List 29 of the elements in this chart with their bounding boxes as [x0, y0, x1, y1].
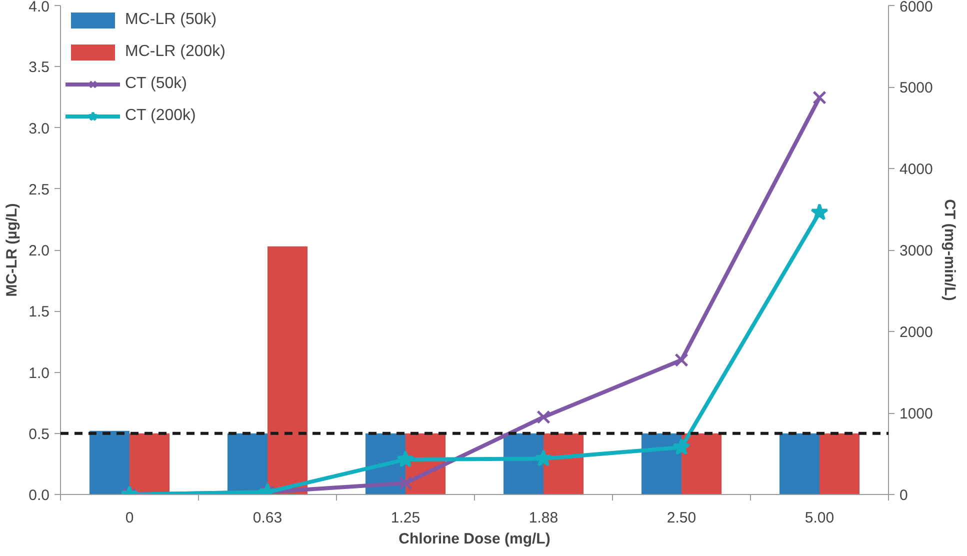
- x-tick-label: 0.63: [252, 510, 282, 526]
- x-tick-label: 1.88: [528, 510, 558, 526]
- y2-tick-label: 1000: [900, 406, 933, 422]
- y-axis-title: MC-LR (µg/L): [4, 203, 21, 297]
- y-tick-label: 2.5: [28, 181, 50, 198]
- y2-tick-label: 4000: [900, 161, 933, 178]
- x-tick-label: 5.00: [804, 510, 834, 526]
- x-tick-label: 0: [125, 510, 134, 526]
- legend-label: CT (200k): [125, 107, 196, 125]
- legend-label: MC-LR (200k): [125, 43, 226, 61]
- y-tick-label: 2.0: [28, 242, 50, 260]
- x-tick-label: 2.50: [666, 510, 696, 526]
- x-axis-title: Chlorine Dose (mg/L): [398, 530, 550, 548]
- y-tick-label: 4.0: [28, 0, 50, 16]
- y-tick-label: 3.5: [28, 59, 50, 76]
- y-tick-label: 3.0: [28, 120, 50, 138]
- y-tick-label: 0.5: [28, 426, 50, 443]
- y2-tick-label: 5000: [900, 80, 933, 96]
- x-tick-label: 1.25: [390, 510, 420, 526]
- y2-tick-label: 3000: [900, 242, 933, 260]
- y2-tick-label: 2000: [900, 324, 933, 341]
- y2-tick-label: 6000: [900, 0, 933, 16]
- legend-label: CT (50k): [125, 75, 187, 93]
- legend-label: MC-LR (50k): [125, 11, 217, 29]
- y2-axis-title: CT (mg-min/L): [940, 199, 958, 301]
- y-tick-label: 1.5: [28, 304, 50, 321]
- y-tick-label: 1.0: [28, 364, 50, 382]
- y2-tick-label: 0: [900, 487, 908, 504]
- y-tick-label: 0.0: [28, 487, 50, 504]
